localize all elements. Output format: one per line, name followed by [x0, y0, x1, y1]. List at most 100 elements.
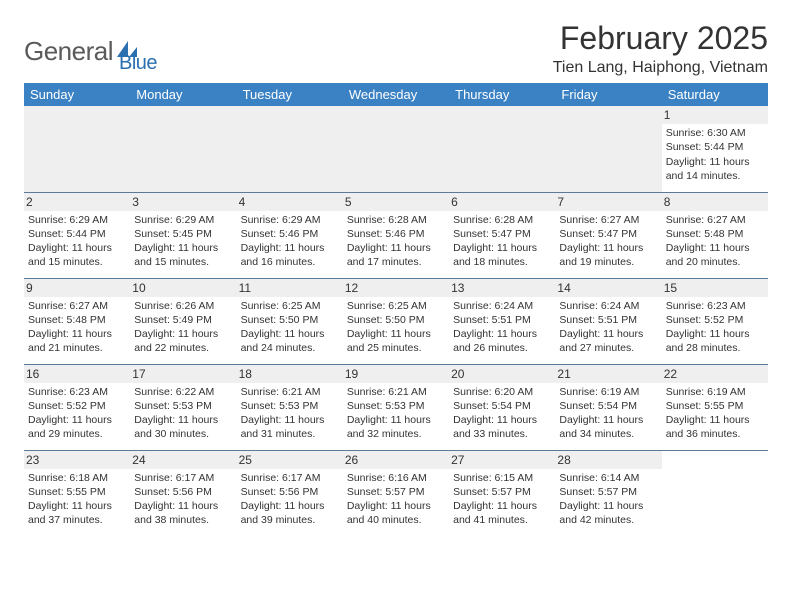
calendar-cell [343, 106, 449, 192]
day-details: Sunrise: 6:24 AMSunset: 5:51 PMDaylight:… [453, 299, 551, 356]
day-number: 2 [24, 193, 130, 211]
calendar-cell: 10 Sunrise: 6:26 AMSunset: 5:49 PMDayligh… [130, 278, 236, 364]
weekday-header: Sunday [24, 83, 130, 106]
day-details: Sunrise: 6:29 AMSunset: 5:46 PMDaylight:… [241, 213, 339, 270]
day-number: 12 [343, 279, 449, 297]
page-title: February 2025 [553, 20, 768, 57]
calendar-table: Sunday Monday Tuesday Wednesday Thursday… [24, 83, 768, 536]
day-details: Sunrise: 6:23 AMSunset: 5:52 PMDaylight:… [28, 385, 126, 442]
day-details: Sunrise: 6:20 AMSunset: 5:54 PMDaylight:… [453, 385, 551, 442]
logo: General Blue [24, 28, 157, 75]
day-number: 8 [662, 193, 768, 211]
day-number: 1 [662, 106, 768, 124]
day-number: 21 [555, 365, 661, 383]
day-details: Sunrise: 6:26 AMSunset: 5:49 PMDaylight:… [134, 299, 232, 356]
logo-text-general: General [24, 36, 113, 67]
day-number: 13 [449, 279, 555, 297]
day-number: 23 [24, 451, 130, 469]
day-number: 6 [449, 193, 555, 211]
day-details: Sunrise: 6:19 AMSunset: 5:54 PMDaylight:… [559, 385, 657, 442]
header: General Blue February 2025 Tien Lang, Ha… [24, 20, 768, 77]
calendar-cell: 5Sunrise: 6:28 AMSunset: 5:46 PMDaylight… [343, 192, 449, 278]
calendar-cell: 20 Sunrise: 6:20 AMSunset: 5:54 PMDayligh… [449, 364, 555, 450]
calendar-row: 9 Sunrise: 6:27 AMSunset: 5:48 PMDaylight… [24, 278, 768, 364]
day-details: Sunrise: 6:29 AMSunset: 5:44 PMDaylight:… [28, 213, 126, 270]
calendar-row: 1 Sunrise: 6:30 AMSunset: 5:44 PMDaylight… [24, 106, 768, 192]
day-number: 27 [449, 451, 555, 469]
day-number: 4 [237, 193, 343, 211]
day-number: 15 [662, 279, 768, 297]
calendar-cell: 7 Sunrise: 6:27 AMSunset: 5:47 PMDaylight… [555, 192, 661, 278]
day-details: Sunrise: 6:24 AMSunset: 5:51 PMDaylight:… [559, 299, 657, 356]
calendar-cell: 17 Sunrise: 6:22 AMSunset: 5:53 PMDayligh… [130, 364, 236, 450]
day-number: 17 [130, 365, 236, 383]
day-details: Sunrise: 6:14 AMSunset: 5:57 PMDaylight:… [559, 471, 657, 528]
day-details: Sunrise: 6:18 AMSunset: 5:55 PMDaylight:… [28, 471, 126, 528]
calendar-cell: 27 Sunrise: 6:15 AMSunset: 5:57 PMDayligh… [449, 450, 555, 536]
weekday-header: Saturday [662, 83, 768, 106]
calendar-cell: 25 Sunrise: 6:17 AMSunset: 5:56 PMDayligh… [237, 450, 343, 536]
calendar-cell: 22 Sunrise: 6:19 AMSunset: 5:55 PMDayligh… [662, 364, 768, 450]
calendar-cell [237, 106, 343, 192]
calendar-row: 23 Sunrise: 6:18 AMSunset: 5:55 PMDayligh… [24, 450, 768, 536]
day-details: Sunrise: 6:19 AMSunset: 5:55 PMDaylight:… [666, 385, 764, 442]
weekday-header: Tuesday [237, 83, 343, 106]
calendar-cell: 21 Sunrise: 6:19 AMSunset: 5:54 PMDayligh… [555, 364, 661, 450]
weekday-header: Wednesday [343, 83, 449, 106]
day-number: 5 [343, 193, 449, 211]
calendar-cell [449, 106, 555, 192]
day-number: 18 [237, 365, 343, 383]
day-details: Sunrise: 6:16 AMSunset: 5:57 PMDaylight:… [347, 471, 445, 528]
day-details: Sunrise: 6:25 AMSunset: 5:50 PMDaylight:… [241, 299, 339, 356]
day-number: 26 [343, 451, 449, 469]
day-number: 10 [130, 279, 236, 297]
weekday-header: Monday [130, 83, 236, 106]
day-details: Sunrise: 6:30 AMSunset: 5:44 PMDaylight:… [666, 126, 764, 183]
calendar-cell [555, 106, 661, 192]
calendar-cell [24, 106, 130, 192]
location-subtitle: Tien Lang, Haiphong, Vietnam [553, 59, 768, 77]
day-details: Sunrise: 6:28 AMSunset: 5:47 PMDaylight:… [453, 213, 551, 270]
day-details: Sunrise: 6:27 AMSunset: 5:48 PMDaylight:… [28, 299, 126, 356]
calendar-cell: 16 Sunrise: 6:23 AMSunset: 5:52 PMDayligh… [24, 364, 130, 450]
calendar-cell: 3 Sunrise: 6:29 AMSunset: 5:45 PMDaylight… [130, 192, 236, 278]
title-block: February 2025 Tien Lang, Haiphong, Vietn… [553, 20, 768, 77]
calendar-cell: 24Sunrise: 6:17 AMSunset: 5:56 PMDayligh… [130, 450, 236, 536]
day-details: Sunrise: 6:17 AMSunset: 5:56 PMDaylight:… [241, 471, 339, 528]
day-number: 16 [24, 365, 130, 383]
calendar-cell: 8 Sunrise: 6:27 AMSunset: 5:48 PMDaylight… [662, 192, 768, 278]
calendar-cell: 18Sunrise: 6:21 AMSunset: 5:53 PMDayligh… [237, 364, 343, 450]
calendar-cell: 15 Sunrise: 6:23 AMSunset: 5:52 PMDayligh… [662, 278, 768, 364]
day-number: 9 [24, 279, 130, 297]
calendar-cell: 23 Sunrise: 6:18 AMSunset: 5:55 PMDayligh… [24, 450, 130, 536]
day-number: 14 [555, 279, 661, 297]
calendar-cell: 9 Sunrise: 6:27 AMSunset: 5:48 PMDaylight… [24, 278, 130, 364]
day-details: Sunrise: 6:27 AMSunset: 5:47 PMDaylight:… [559, 213, 657, 270]
day-number: 7 [555, 193, 661, 211]
day-number: 3 [130, 193, 236, 211]
calendar-cell: 13 Sunrise: 6:24 AMSunset: 5:51 PMDayligh… [449, 278, 555, 364]
day-details: Sunrise: 6:29 AMSunset: 5:45 PMDaylight:… [134, 213, 232, 270]
calendar-cell: 14 Sunrise: 6:24 AMSunset: 5:51 PMDayligh… [555, 278, 661, 364]
day-details: Sunrise: 6:21 AMSunset: 5:53 PMDaylight:… [347, 385, 445, 442]
day-details: Sunrise: 6:22 AMSunset: 5:53 PMDaylight:… [134, 385, 232, 442]
calendar-cell: 6 Sunrise: 6:28 AMSunset: 5:47 PMDaylight… [449, 192, 555, 278]
day-details: Sunrise: 6:23 AMSunset: 5:52 PMDaylight:… [666, 299, 764, 356]
calendar-row: 16 Sunrise: 6:23 AMSunset: 5:52 PMDayligh… [24, 364, 768, 450]
day-number: 22 [662, 365, 768, 383]
calendar-cell: 4 Sunrise: 6:29 AMSunset: 5:46 PMDaylight… [237, 192, 343, 278]
logo-text-blue: Blue [119, 52, 157, 75]
day-details: Sunrise: 6:15 AMSunset: 5:57 PMDaylight:… [453, 471, 551, 528]
day-details: Sunrise: 6:25 AMSunset: 5:50 PMDaylight:… [347, 299, 445, 356]
calendar-row: 2 Sunrise: 6:29 AMSunset: 5:44 PMDaylight… [24, 192, 768, 278]
day-number: 28 [555, 451, 661, 469]
day-details: Sunrise: 6:27 AMSunset: 5:48 PMDaylight:… [666, 213, 764, 270]
calendar-cell: 26 Sunrise: 6:16 AMSunset: 5:57 PMDayligh… [343, 450, 449, 536]
day-number: 25 [237, 451, 343, 469]
day-number: 11 [237, 279, 343, 297]
calendar-cell: 19Sunrise: 6:21 AMSunset: 5:53 PMDayligh… [343, 364, 449, 450]
day-number: 20 [449, 365, 555, 383]
weekday-header: Thursday [449, 83, 555, 106]
weekday-header: Friday [555, 83, 661, 106]
calendar-cell: 1 Sunrise: 6:30 AMSunset: 5:44 PMDaylight… [662, 106, 768, 192]
